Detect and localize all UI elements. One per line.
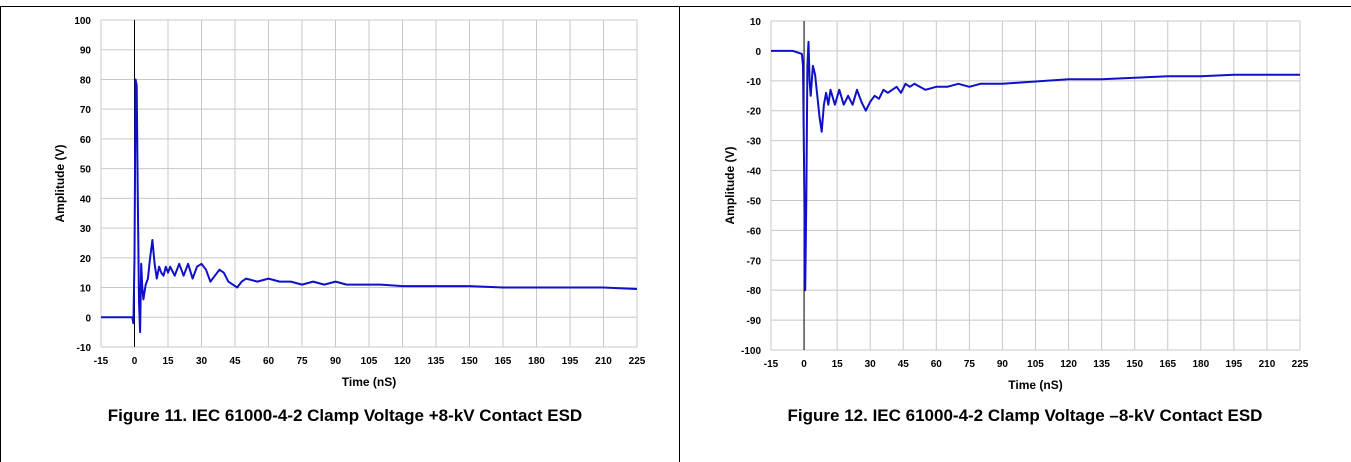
y-tick-label: -50	[747, 196, 762, 207]
x-tick-label: 150	[461, 356, 478, 367]
y-tick-label: 30	[80, 224, 92, 235]
clamp-voltage-positive-chart: -15 0 15 30 45 60 75 90 105 120 135 150 165 180 195 210…	[53, 16, 646, 389]
y-tick-label: -60	[747, 226, 762, 237]
left-rule	[0, 6, 1, 462]
x-tick-label: 180	[1192, 359, 1209, 370]
x-tick-label: 120	[394, 356, 411, 367]
x-tick-label: 90	[997, 359, 1009, 370]
x-tick-label: 105	[361, 356, 378, 367]
y-tick-label: 10	[750, 17, 762, 28]
x-tick-label: 45	[229, 356, 241, 367]
y-tick-label: -10	[747, 77, 762, 88]
y-tick-label: -90	[747, 316, 762, 327]
y-tick-label: 20	[80, 254, 92, 265]
y-tick-label: 60	[80, 135, 92, 146]
x-tick-label: 165	[495, 356, 512, 367]
grid	[100, 19, 638, 348]
y-tick-label: -20	[747, 107, 762, 118]
x-tick-label: 225	[1292, 359, 1309, 370]
grid	[770, 20, 1301, 351]
y-tick-label: -40	[747, 167, 762, 178]
x-tick-label: 210	[595, 356, 612, 367]
x-tick-label: 60	[931, 359, 943, 370]
x-tick-label: 0	[132, 356, 138, 367]
x-tick-label: 135	[1093, 359, 1110, 370]
y-tick-label: 100	[74, 16, 91, 27]
y-tick-label: 90	[80, 46, 92, 57]
x-tick-label: 225	[629, 356, 646, 367]
middle-rule	[679, 6, 680, 462]
x-tick-label: 120	[1060, 359, 1077, 370]
y-tick-label: 70	[80, 105, 92, 116]
x-axis-title: Time (nS)	[1008, 378, 1062, 392]
y-tick-label: 80	[80, 75, 92, 86]
y-tick-label: 0	[85, 313, 91, 324]
voltage-trace-line	[771, 40, 1300, 292]
x-tick-label: 60	[263, 356, 275, 367]
top-rule	[0, 6, 1351, 7]
y-tick-label: -100	[741, 346, 761, 357]
y-axis-title: Amplitude (V)	[723, 147, 737, 225]
y-tick-label: -10	[77, 343, 92, 354]
x-tick-label: 75	[296, 356, 308, 367]
y-tick-label: 0	[755, 47, 761, 58]
x-tick-label: 45	[898, 359, 910, 370]
y-tick-label: 10	[80, 284, 92, 295]
x-tick-label: 75	[964, 359, 976, 370]
x-tick-label: 30	[865, 359, 877, 370]
x-tick-label: 195	[562, 356, 579, 367]
y-tick-label: 40	[80, 194, 92, 205]
x-tick-label: 90	[330, 356, 342, 367]
y-axis-title: Amplitude (V)	[53, 145, 67, 223]
x-tick-label: 105	[1027, 359, 1044, 370]
x-tick-label: 135	[428, 356, 445, 367]
y-tick-label: 50	[80, 165, 92, 176]
x-tick-label: 210	[1259, 359, 1276, 370]
voltage-trace-line	[101, 78, 638, 334]
x-tick-label: 30	[196, 356, 208, 367]
y-tick-label: -70	[747, 256, 762, 267]
clamp-voltage-negative-chart: -15 0 15 30 45 60 75 90 105 120 135 150 165 180 195 210…	[723, 17, 1309, 392]
y-tick-label: -30	[747, 137, 762, 148]
x-tick-label: 150	[1126, 359, 1143, 370]
figure-11-caption: Figure 11. IEC 61000-4-2 Clamp Voltage +…	[107, 406, 583, 425]
x-tick-label: -15	[94, 356, 109, 367]
y-tick-label: -80	[747, 286, 762, 297]
x-tick-label: 195	[1226, 359, 1243, 370]
x-axis-title: Time (nS)	[342, 375, 396, 389]
x-tick-label: 15	[832, 359, 844, 370]
x-tick-label: 0	[801, 359, 807, 370]
figure-12-caption: Figure 12. IEC 61000-4-2 Clamp Voltage –…	[787, 406, 1263, 425]
x-tick-label: 180	[528, 356, 545, 367]
x-tick-label: -15	[764, 359, 779, 370]
x-tick-label: 165	[1159, 359, 1176, 370]
x-tick-label: 15	[162, 356, 174, 367]
